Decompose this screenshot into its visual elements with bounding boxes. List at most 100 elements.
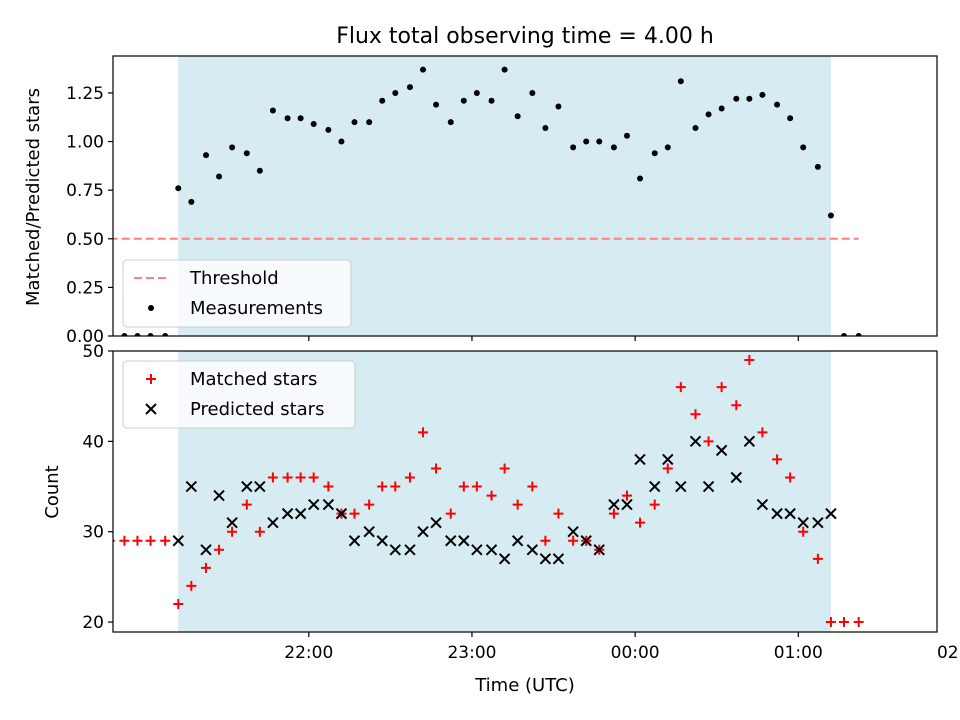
matched-star-point: [798, 526, 809, 537]
measurement-point: [392, 89, 399, 96]
predicted-star-point: [307, 498, 320, 511]
predicted-star-point: [689, 435, 702, 448]
x-tick-label: 02:00: [937, 643, 960, 663]
matched-star-point: [540, 535, 551, 546]
predicted-star-point: [526, 544, 539, 556]
measurement-point: [229, 144, 236, 151]
predicted-star-point: [580, 535, 592, 547]
y-tick-label: 50: [82, 342, 104, 362]
predicted-star-point: [335, 507, 348, 520]
predicted-star-point: [226, 516, 238, 529]
measurement-point: [310, 121, 317, 128]
matched-star-point: [254, 526, 265, 537]
matched-star-point: [364, 499, 375, 510]
predicted-star-point: [185, 480, 198, 493]
measurement-point: [460, 97, 467, 104]
matched-star-point: [308, 472, 319, 483]
matched-star-point: [662, 463, 673, 474]
measurement-point: [121, 333, 128, 336]
measurement-point: [162, 333, 169, 336]
measurement-point: [705, 111, 712, 118]
predicted-star-point: [363, 525, 375, 538]
measurement-point: [570, 144, 577, 151]
y-tick-label: 20: [82, 613, 104, 633]
measurement-point: [814, 163, 821, 170]
measurement-point: [623, 132, 630, 139]
measurement-point: [338, 138, 345, 145]
y-tick-label: 0.50: [66, 230, 104, 250]
predicted-star-point: [539, 553, 552, 565]
matched-star-point: [621, 490, 632, 501]
predicted-star-point: [552, 553, 565, 565]
legend-label: Predicted stars: [190, 399, 324, 420]
predicted-star-point: [812, 516, 824, 529]
predicted-star-point: [458, 535, 470, 547]
matched-star-point: [390, 481, 401, 492]
x-axis-label: Time (UTC): [474, 675, 575, 696]
predicted-star-point: [254, 480, 266, 493]
matched-star-point: [608, 508, 619, 519]
measurement-point: [473, 89, 480, 96]
measurement-point: [664, 144, 671, 151]
measurement-point: [746, 95, 753, 102]
measurement-point: [297, 115, 304, 122]
matched-star-point: [349, 508, 360, 519]
y-tick-label: 30: [82, 523, 104, 543]
data-layer: [113, 355, 864, 628]
matched-star-point: [377, 481, 388, 492]
measurement-point: [718, 105, 725, 112]
predicted-star-point: [511, 535, 524, 547]
predicted-star-point: [498, 553, 511, 565]
legend-label: Matched stars: [190, 369, 317, 390]
matched-star-point: [241, 499, 252, 510]
measurement-point: [433, 101, 440, 108]
measurement-point: [677, 78, 684, 85]
predicted-star-point: [797, 516, 809, 529]
measurement-point: [651, 150, 658, 157]
matched-star-point: [431, 463, 442, 474]
predicted-star-point: [430, 516, 442, 529]
measurement-point: [501, 66, 508, 73]
measurement-point: [284, 115, 291, 122]
legend-measurement-swatch: [148, 305, 154, 311]
y-tick-label: 40: [82, 432, 104, 452]
predicted-star-point: [621, 498, 633, 511]
legend-predicted-swatch: [145, 403, 157, 415]
legend-label: Threshold: [189, 268, 279, 289]
predicted-star-point: [730, 471, 743, 484]
measurement-point: [555, 103, 562, 110]
measurement-point: [733, 95, 740, 102]
matched-star-point: [499, 463, 510, 474]
x-tick-label: 01:00: [774, 643, 823, 663]
matched-star-point: [119, 535, 130, 546]
measurement-point: [351, 119, 358, 126]
measurement-point: [243, 150, 250, 157]
measurement-point: [256, 167, 263, 174]
data-layer: [113, 66, 862, 336]
y-tick-label: 0.00: [66, 327, 104, 347]
measurement-point: [488, 97, 495, 104]
legend-box: [122, 259, 352, 328]
measurement-point: [406, 84, 413, 91]
matched-star-point: [744, 355, 755, 366]
y-tick-label: 1.25: [66, 84, 104, 104]
x-tick-label: 00:00: [611, 643, 660, 663]
predicted-star-point: [389, 544, 401, 556]
measurement-point: [542, 124, 549, 131]
axes-frame: [112, 55, 938, 337]
measurement-point: [203, 152, 210, 159]
measurement-point: [692, 124, 699, 131]
matched-star-point: [838, 617, 849, 628]
predicted-star-point: [634, 453, 646, 466]
matched-star-point: [825, 617, 836, 628]
matched-star-point: [214, 544, 225, 555]
measurement-point: [827, 212, 834, 219]
matched-star-point: [132, 535, 143, 546]
predicted-star-point: [743, 435, 756, 448]
measurement-point: [514, 113, 521, 120]
measurement-point: [188, 198, 195, 205]
predicted-star-point: [784, 507, 796, 520]
predicted-star-point: [445, 535, 457, 547]
matched-star-point: [812, 553, 823, 564]
matched-star-point: [201, 562, 212, 573]
